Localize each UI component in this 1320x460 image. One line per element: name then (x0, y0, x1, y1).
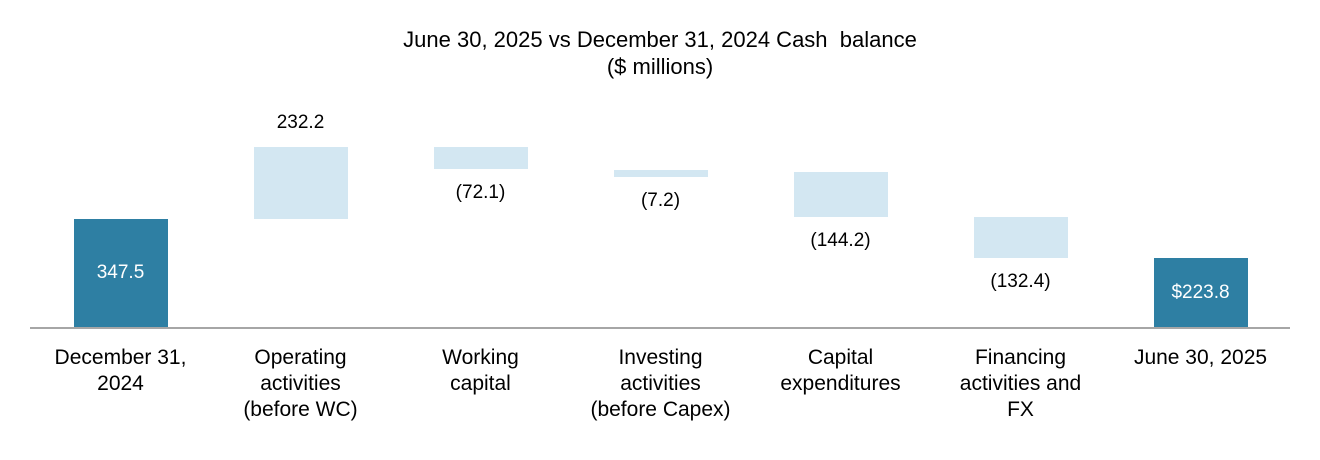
category-label: December 31, 2024 (31, 345, 211, 397)
bar-investing-activities-before-capex- (613, 170, 708, 177)
category-label-line: June 30, 2025 (1133, 346, 1268, 369)
bar-working-capital (433, 147, 528, 169)
bar-financing-activities-and-fx (973, 217, 1068, 258)
category-label-line: 2024 (97, 372, 144, 395)
category-label-line: FX (1007, 398, 1034, 421)
bar-capital-expenditures (793, 172, 888, 217)
bar-december-31-2024 (73, 219, 168, 327)
chart-title-subtitle: ($ millions) (606, 54, 714, 79)
bar-operating-activities-before-wc- (253, 147, 348, 219)
category-label: June 30, 2025 (1111, 345, 1291, 371)
value-label: 232.2 (276, 112, 325, 133)
value-label: (144.2) (810, 230, 871, 251)
chart-title: June 30, 2025 vs December 31, 2024 Cash … (0, 26, 1320, 80)
category-label-line: activities and (959, 372, 1082, 395)
category-label-line: (before Capex) (590, 398, 731, 421)
category-label: Operating activities (before WC) (211, 345, 391, 423)
category-label-line: Operating (254, 346, 347, 369)
bar-june-30-2025 (1153, 258, 1248, 327)
category-label-line: December 31, (54, 346, 187, 369)
x-axis-line (30, 327, 1290, 329)
category-label-line: capital (450, 372, 511, 395)
category-label-line: Investing (618, 346, 703, 369)
category-label: Working capital (391, 345, 571, 397)
category-label: Financing activities and FX (931, 345, 1111, 423)
category-label-line: activities (260, 372, 341, 395)
category-label-line: expenditures (780, 372, 901, 395)
category-label-line: activities (620, 372, 701, 395)
value-label: (7.2) (640, 190, 681, 211)
category-label: Capital expenditures (751, 345, 931, 397)
category-label-line: Financing (974, 346, 1067, 369)
value-label: (132.4) (990, 271, 1051, 292)
value-label: $223.8 (1171, 281, 1230, 303)
category-label-line: Capital (807, 346, 874, 369)
value-label: 347.5 (96, 262, 145, 283)
value-label: (72.1) (455, 182, 506, 203)
chart-title-line1: June 30, 2025 vs December 31, 2024 Cash … (403, 27, 917, 52)
category-label-line: Working (442, 346, 519, 369)
category-label-line: (before WC) (243, 398, 358, 421)
category-label: Investing activities (before Capex) (571, 345, 751, 423)
